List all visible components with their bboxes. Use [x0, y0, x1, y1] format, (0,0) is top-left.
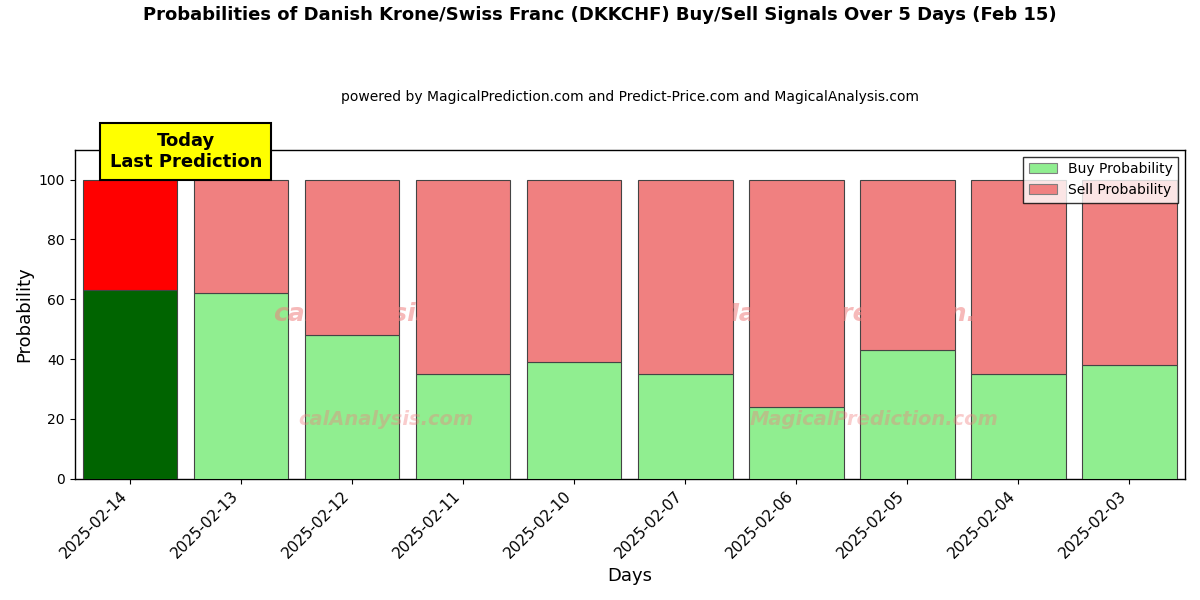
Bar — [83, 179, 178, 290]
Text: Today
Last Prediction: Today Last Prediction — [109, 132, 262, 170]
Bar — [305, 179, 400, 335]
Text: calAnalysis.com: calAnalysis.com — [272, 302, 498, 326]
Text: calAnalysis.com: calAnalysis.com — [298, 410, 473, 429]
Text: MagicalPrediction.com: MagicalPrediction.com — [750, 410, 998, 429]
Text: Probabilities of Danish Krone/Swiss Franc (DKKCHF) Buy/Sell Signals Over 5 Days : Probabilities of Danish Krone/Swiss Fran… — [143, 6, 1057, 24]
Bar — [749, 407, 844, 479]
Bar — [83, 290, 178, 479]
Bar — [971, 374, 1066, 479]
Legend: Buy Probability, Sell Probability: Buy Probability, Sell Probability — [1024, 157, 1178, 203]
X-axis label: Days: Days — [607, 567, 653, 585]
Text: MagicalPrediction.com: MagicalPrediction.com — [714, 302, 1034, 326]
Bar — [971, 179, 1066, 374]
Bar — [860, 350, 955, 479]
Y-axis label: Probability: Probability — [16, 266, 34, 362]
Bar — [860, 179, 955, 350]
Bar — [1082, 365, 1177, 479]
Bar — [194, 293, 288, 479]
Title: powered by MagicalPrediction.com and Predict-Price.com and MagicalAnalysis.com: powered by MagicalPrediction.com and Pre… — [341, 90, 919, 104]
Bar — [749, 179, 844, 407]
Bar — [1082, 179, 1177, 365]
Bar — [527, 179, 622, 362]
Bar — [638, 374, 732, 479]
Bar — [416, 374, 510, 479]
Bar — [305, 335, 400, 479]
Bar — [527, 362, 622, 479]
Bar — [194, 179, 288, 293]
Bar — [416, 179, 510, 374]
Bar — [638, 179, 732, 374]
